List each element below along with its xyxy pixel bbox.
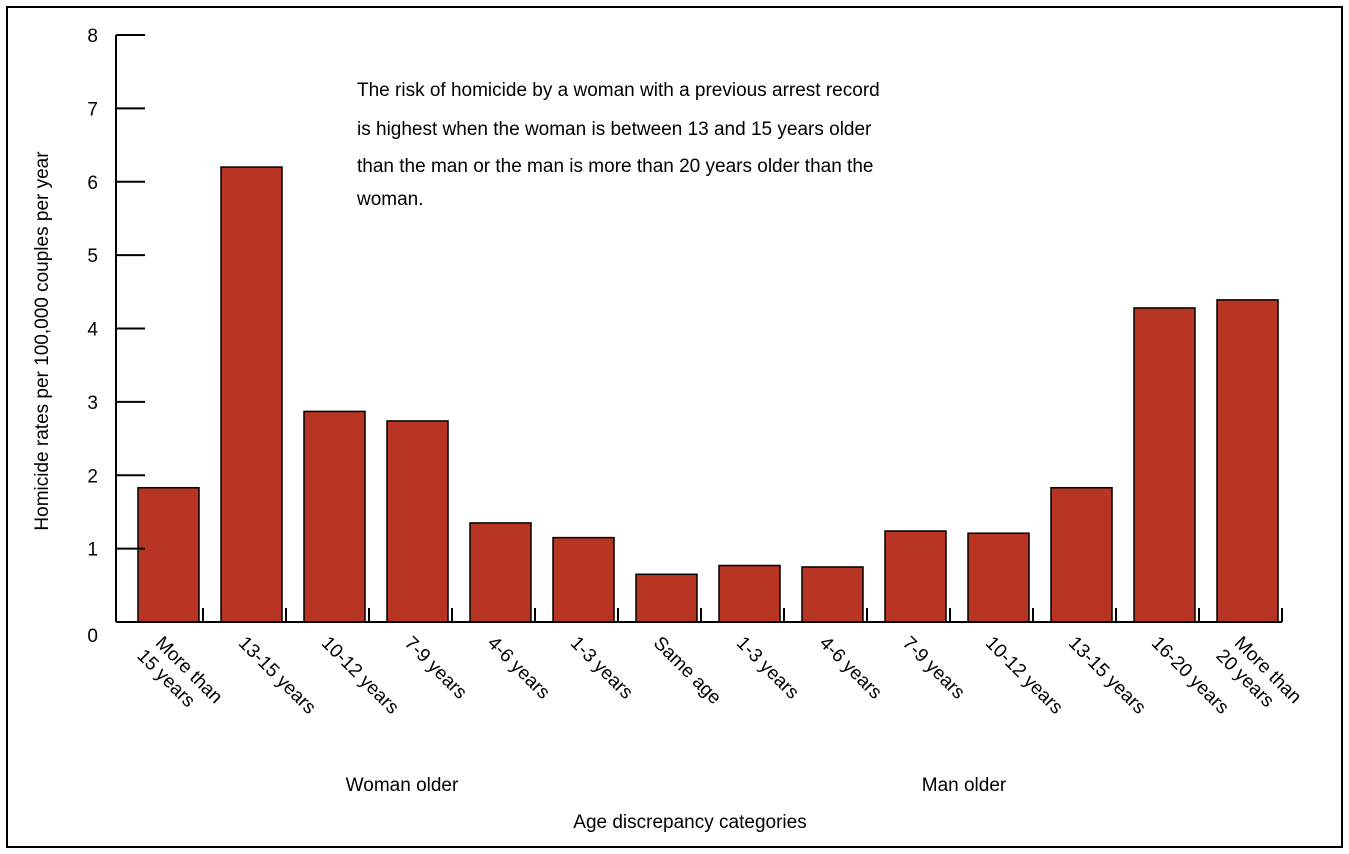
x-tick-label: 10-12 years	[981, 633, 1067, 719]
x-tick-label: 4-6 years	[815, 633, 886, 704]
bar	[635, 573, 698, 623]
bar	[386, 420, 449, 623]
x-tick-label-line: 13-15 years	[234, 633, 320, 719]
x-tick-label-line: 13-15 years	[1064, 633, 1150, 719]
x-tick-label-line: 7-9 years	[400, 633, 471, 704]
bar	[801, 566, 864, 623]
bar	[718, 564, 781, 623]
bar	[1133, 307, 1196, 623]
annotation-line: is highest when the woman is between 13 …	[357, 119, 872, 140]
x-tick-label-line: 10-12 years	[317, 633, 403, 719]
y-tick-label: 0	[87, 626, 98, 647]
bar	[303, 410, 366, 623]
x-tick-label: Same age	[649, 633, 725, 709]
x-tick-label: 13-15 years	[234, 633, 320, 719]
x-tick-label: 7-9 years	[400, 633, 471, 704]
group-label-man-older: Man older	[922, 775, 1007, 796]
annotation-line: The risk of homicide by a woman with a p…	[357, 80, 880, 101]
y-tick-label: 2	[87, 466, 98, 487]
x-ticks	[202, 608, 1283, 622]
x-tick-label: 10-12 years	[317, 633, 403, 719]
bar	[1216, 299, 1279, 623]
annotation-line: than the man or the man is more than 20 …	[357, 156, 873, 177]
x-tick-label-line: 16-20 years	[1147, 633, 1233, 719]
x-tick-label: 1-3 years	[732, 633, 803, 704]
bar	[884, 530, 947, 623]
bar	[469, 522, 532, 623]
bar	[552, 536, 615, 623]
chart-annotation: The risk of homicide by a woman with a p…	[356, 80, 885, 210]
y-tick-label: 1	[87, 540, 98, 561]
y-ticks: 0 1 2 3 4 5 6 7 8	[87, 26, 145, 647]
y-tick-label: 8	[87, 26, 98, 47]
y-tick-label: 7	[87, 99, 98, 120]
y-tick-label: 6	[87, 173, 98, 194]
annotation-line: woman.	[356, 189, 424, 210]
x-tick-label-line: 1-3 years	[732, 633, 803, 704]
x-tick-label: 7-9 years	[898, 633, 969, 704]
y-tick-label: 3	[87, 393, 98, 414]
group-label-woman-older: Woman older	[346, 775, 459, 796]
bar	[137, 486, 200, 623]
x-tick-label: 1-3 years	[566, 633, 637, 704]
y-tick-label: 4	[87, 320, 98, 341]
bar	[967, 532, 1030, 623]
x-tick-label: 16-20 years	[1147, 633, 1233, 719]
x-tick-label: 13-15 years	[1064, 633, 1150, 719]
bar-series	[137, 166, 1279, 623]
bar	[1050, 486, 1113, 623]
x-tick-label-line: 4-6 years	[815, 633, 886, 704]
x-tick-label-line: Same age	[649, 633, 725, 709]
x-tick-label-line: 1-3 years	[566, 633, 637, 704]
bar	[220, 166, 283, 623]
x-tick-label-line: 10-12 years	[981, 633, 1067, 719]
x-axis-label: Age discrepancy categories	[573, 812, 806, 833]
x-tick-label: 4-6 years	[483, 633, 554, 704]
y-tick-label: 5	[87, 246, 98, 267]
x-tick-label-line: 7-9 years	[898, 633, 969, 704]
x-tick-label: More than15 years	[133, 630, 227, 724]
y-axis-label: Homicide rates per 100,000 couples per y…	[32, 151, 53, 531]
x-tick-label-line: 4-6 years	[483, 633, 554, 704]
